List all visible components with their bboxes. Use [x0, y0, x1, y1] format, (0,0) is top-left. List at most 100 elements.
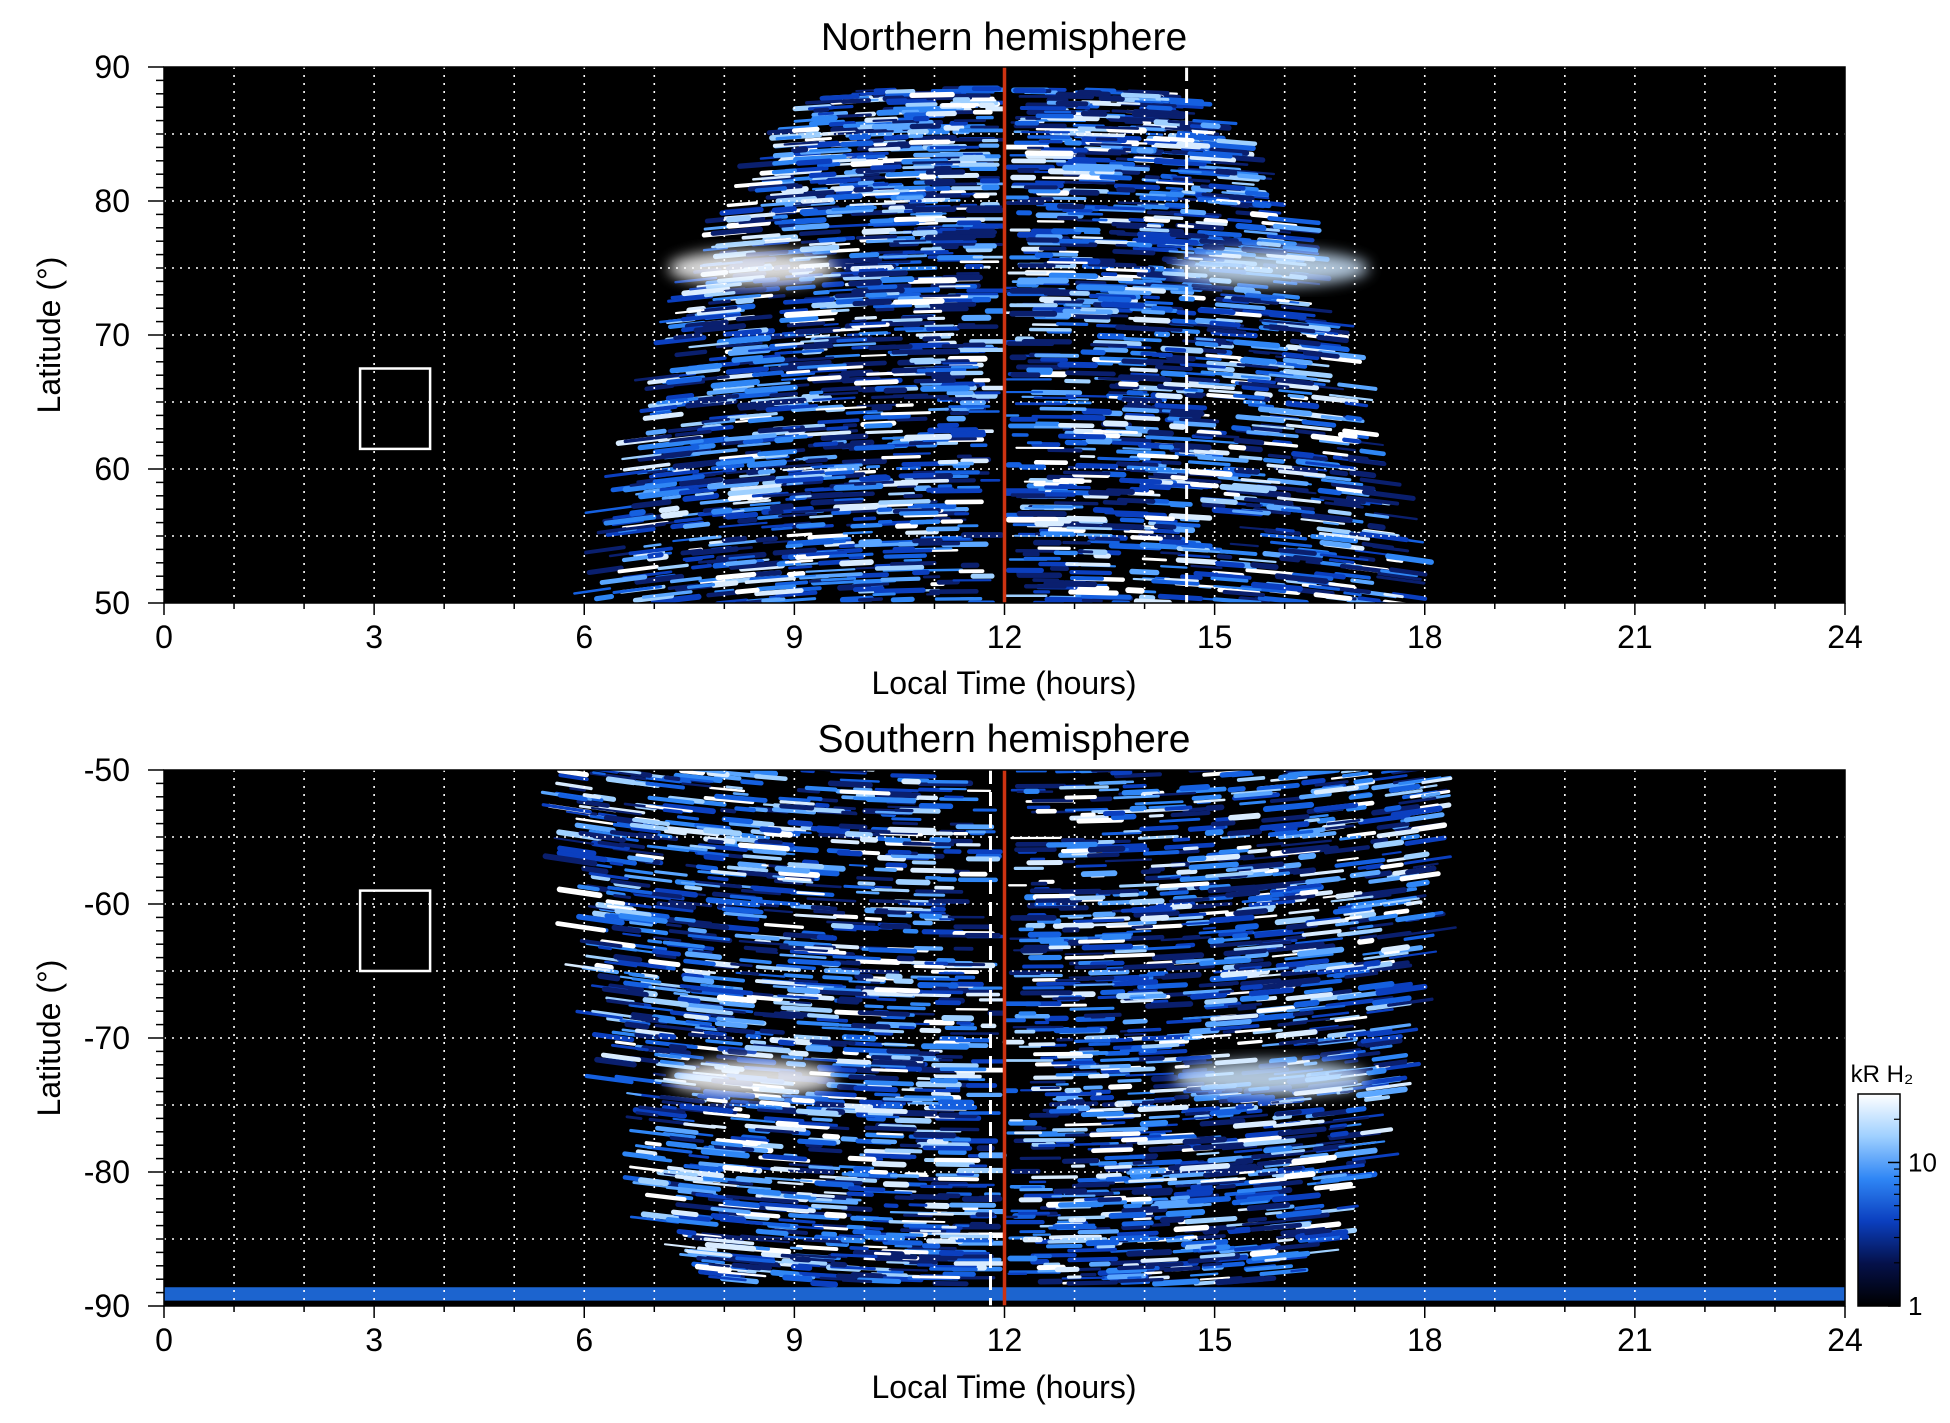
emission-streak	[752, 175, 791, 181]
emission-streak	[1135, 192, 1167, 197]
emission-streak	[842, 123, 861, 129]
emission-streak	[726, 219, 771, 229]
emission-streak	[1188, 468, 1233, 478]
emission-streak	[1369, 894, 1392, 899]
emission-streak	[1299, 869, 1345, 877]
emission-streak	[799, 229, 841, 237]
emission-streak	[872, 182, 889, 187]
emission-streak	[788, 978, 819, 984]
emission-streak	[783, 973, 814, 979]
emission-streak	[655, 953, 677, 960]
emission-streak	[752, 848, 787, 856]
emission-streak	[682, 968, 717, 975]
emission-streak	[1342, 428, 1380, 438]
emission-streak	[1271, 893, 1316, 902]
emission-streak	[730, 1266, 749, 1271]
emission-streak	[1075, 462, 1119, 470]
emission-streak	[1138, 594, 1156, 601]
emission-streak	[745, 450, 762, 455]
emission-streak	[647, 469, 668, 474]
emission-streak	[1357, 937, 1375, 945]
emission-streak	[1047, 527, 1086, 534]
emission-streak	[889, 230, 912, 235]
emission-streak	[668, 899, 713, 908]
emission-streak	[1410, 822, 1448, 833]
emission-streak	[1191, 283, 1234, 291]
emission-streak	[1342, 437, 1362, 444]
emission-streak	[1245, 502, 1261, 508]
emission-streak	[1233, 339, 1281, 349]
emission-streak	[1319, 495, 1366, 505]
emission-streak	[728, 853, 743, 859]
emission-streak	[669, 1052, 704, 1060]
emission-streak	[1233, 437, 1265, 446]
emission-streak	[667, 1165, 684, 1172]
emission-streak	[1061, 1158, 1100, 1164]
emission-streak	[1055, 978, 1091, 982]
emission-streak	[772, 151, 795, 159]
emission-streak	[1376, 828, 1420, 839]
emission-streak	[747, 1188, 782, 1197]
emission-streak	[1065, 394, 1107, 398]
emission-streak	[1395, 912, 1436, 923]
emission-streak	[849, 251, 880, 259]
emission-streak	[1064, 807, 1108, 812]
emission-streak	[686, 305, 707, 314]
emission-streak	[614, 1040, 636, 1046]
emission-streak	[1190, 185, 1214, 193]
emission-streak	[1137, 982, 1189, 990]
emission-streak	[1319, 539, 1352, 549]
emission-streak	[1181, 544, 1206, 549]
emission-streak	[1075, 585, 1110, 591]
emission-streak	[684, 951, 723, 960]
emission-streak	[690, 880, 743, 889]
emission-streak	[719, 207, 764, 216]
emission-streak	[1125, 425, 1159, 432]
emission-streak	[839, 559, 874, 567]
emission-streak	[1229, 542, 1259, 548]
emission-streak	[716, 1026, 756, 1035]
emission-streak	[1368, 913, 1398, 922]
emission-streak	[1291, 450, 1315, 459]
emission-streak	[555, 781, 593, 791]
emission-streak	[705, 1013, 735, 1019]
emission-streak	[879, 923, 912, 930]
emission-streak	[909, 91, 955, 98]
emission-streak	[1094, 169, 1115, 175]
emission-streak	[1305, 876, 1341, 885]
emission-streak	[867, 221, 920, 226]
emission-streak	[696, 480, 712, 485]
emission-streak	[1314, 571, 1346, 580]
emission-streak	[880, 576, 921, 582]
emission-streak	[1361, 529, 1400, 538]
emission-streak	[1324, 501, 1364, 509]
emission-streak	[1191, 434, 1213, 440]
emission-streak	[823, 968, 861, 975]
emission-streak	[1319, 1163, 1365, 1172]
emission-streak	[749, 820, 775, 828]
emission-streak	[1209, 982, 1231, 987]
emission-streak	[1294, 937, 1344, 945]
emission-streak	[1240, 357, 1271, 366]
emission-streak	[1214, 1275, 1266, 1286]
y-axis-label: Latitude (°)	[31, 257, 67, 414]
emission-streak	[564, 963, 611, 972]
emission-streak	[1378, 1060, 1408, 1068]
emission-streak	[1282, 357, 1313, 366]
emission-streak	[746, 459, 787, 469]
emission-streak	[1082, 90, 1104, 97]
emission-streak	[629, 920, 653, 927]
emission-streak	[781, 222, 830, 232]
emission-streak	[1156, 885, 1179, 891]
emission-streak	[1369, 1023, 1412, 1032]
emission-streak	[913, 152, 964, 158]
emission-streak	[903, 1213, 933, 1218]
emission-streak	[811, 1117, 833, 1122]
emission-streak	[747, 416, 784, 424]
emission-streak	[810, 368, 847, 373]
emission-streak	[831, 158, 867, 163]
emission-streak	[687, 583, 716, 589]
emission-streak	[772, 159, 799, 166]
emission-streak	[1219, 549, 1258, 556]
emission-streak	[863, 422, 893, 429]
